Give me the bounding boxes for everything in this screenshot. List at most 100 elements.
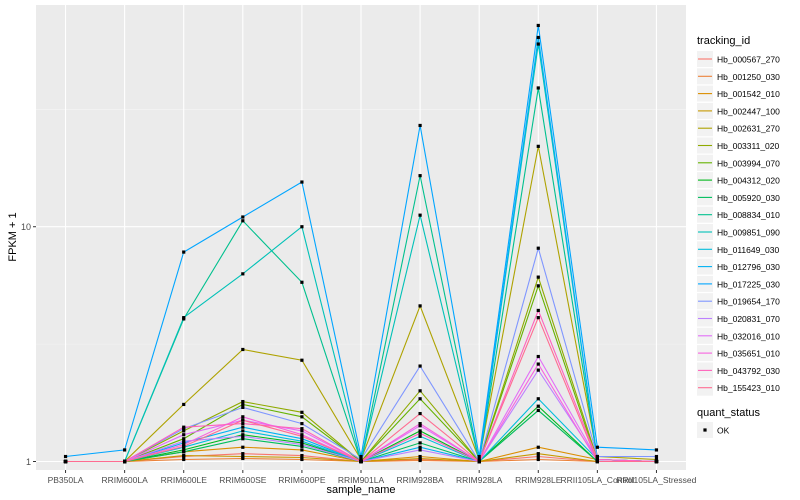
data-point	[182, 250, 186, 254]
data-point	[418, 123, 422, 128]
data-point	[418, 424, 422, 428]
data-point	[241, 437, 245, 441]
legend-label: Hb_035651_010	[717, 349, 780, 359]
data-point	[241, 429, 245, 433]
data-point	[241, 452, 245, 456]
data-point	[418, 397, 422, 401]
data-point	[63, 454, 68, 459]
data-point	[536, 42, 540, 46]
data-point	[300, 280, 304, 284]
data-point	[241, 215, 245, 219]
data-point	[182, 429, 186, 433]
data-point	[477, 459, 481, 464]
data-point	[418, 431, 422, 435]
data-point	[418, 411, 422, 416]
legend-quant-label: OK	[717, 426, 730, 436]
data-point	[418, 445, 422, 449]
data-point	[536, 445, 540, 449]
legend-label: Hb_011649_030	[717, 245, 780, 255]
data-point	[654, 459, 659, 464]
data-point	[182, 425, 186, 429]
y-tick-label: 1	[26, 457, 31, 467]
data-point	[418, 448, 422, 452]
data-point	[477, 457, 481, 462]
data-point	[536, 86, 540, 90]
data-point	[182, 433, 186, 437]
data-point	[182, 437, 186, 441]
data-point	[241, 415, 245, 419]
data-point	[241, 347, 245, 352]
x-tick-label: PB350LA	[48, 475, 84, 485]
data-point	[241, 272, 245, 276]
data-point	[536, 457, 540, 462]
data-point	[536, 23, 540, 28]
data-point	[418, 304, 422, 308]
data-point	[595, 445, 599, 449]
data-point	[63, 459, 68, 464]
data-point	[300, 429, 304, 433]
legend-quant-items: OK	[697, 422, 730, 438]
data-point	[536, 316, 540, 320]
data-point	[300, 180, 304, 184]
data-point	[241, 405, 245, 409]
x-tick-label: RRII105LA_Stressed	[617, 475, 697, 485]
data-point	[536, 308, 540, 313]
x-tick-label: RRIM600SE	[219, 475, 267, 485]
legend-title: tracking_id	[697, 35, 750, 47]
data-point	[300, 410, 304, 414]
legend-label: Hb_155423_010	[717, 383, 780, 393]
data-point	[241, 219, 245, 223]
legend-items: Hb_000567_270 Hb_001250_030 Hb_001542_010 H…	[697, 51, 780, 396]
data-point	[300, 444, 304, 448]
data-point	[300, 443, 304, 447]
data-point	[418, 364, 422, 368]
data-point	[241, 399, 245, 404]
data-point	[123, 459, 127, 464]
data-point	[182, 402, 186, 407]
y-axis: 1 10	[21, 222, 36, 467]
data-point	[300, 225, 304, 229]
legend-label: Hb_000567_270	[717, 55, 780, 65]
data-point	[300, 434, 304, 438]
legend-label: Hb_004312_020	[717, 176, 780, 186]
legend-label: Hb_001250_030	[717, 72, 780, 82]
data-point	[182, 457, 186, 462]
y-tick-label: 10	[21, 222, 31, 232]
data-point	[300, 457, 304, 462]
data-point	[182, 453, 186, 458]
legend-label: Hb_043792_030	[717, 366, 780, 376]
series-points	[63, 23, 659, 464]
legend-quant-point	[703, 428, 707, 432]
data-point	[300, 448, 304, 452]
data-point	[536, 454, 540, 459]
legend-label: Hb_001542_010	[717, 89, 780, 99]
grid-major	[36, 5, 686, 470]
x-axis-label: sample_name	[326, 484, 395, 496]
data-point	[182, 444, 186, 448]
data-point	[418, 458, 422, 463]
data-point	[359, 459, 363, 464]
data-point	[182, 450, 186, 454]
data-point	[418, 454, 422, 459]
data-point	[536, 368, 540, 372]
data-point	[418, 429, 422, 433]
data-point	[300, 437, 304, 441]
data-point	[182, 441, 186, 445]
data-point	[300, 415, 304, 419]
data-point	[123, 448, 127, 452]
data-point	[418, 422, 422, 426]
data-point	[418, 213, 422, 217]
data-point	[536, 397, 540, 401]
data-point	[241, 418, 245, 422]
data-point	[418, 174, 422, 178]
data-point	[595, 457, 599, 462]
data-point	[536, 35, 540, 40]
x-tick-label: RRIM600LA	[101, 475, 148, 485]
data-point	[241, 425, 245, 429]
legend-label: Hb_032016_010	[717, 331, 780, 341]
legend: tracking_id Hb_000567_270Hb_001250_030Hb…	[697, 35, 780, 438]
legend-label: Hb_009851_090	[717, 228, 780, 238]
data-point	[536, 362, 540, 366]
legend-label: Hb_019654_170	[717, 297, 780, 307]
data-point	[300, 358, 304, 362]
